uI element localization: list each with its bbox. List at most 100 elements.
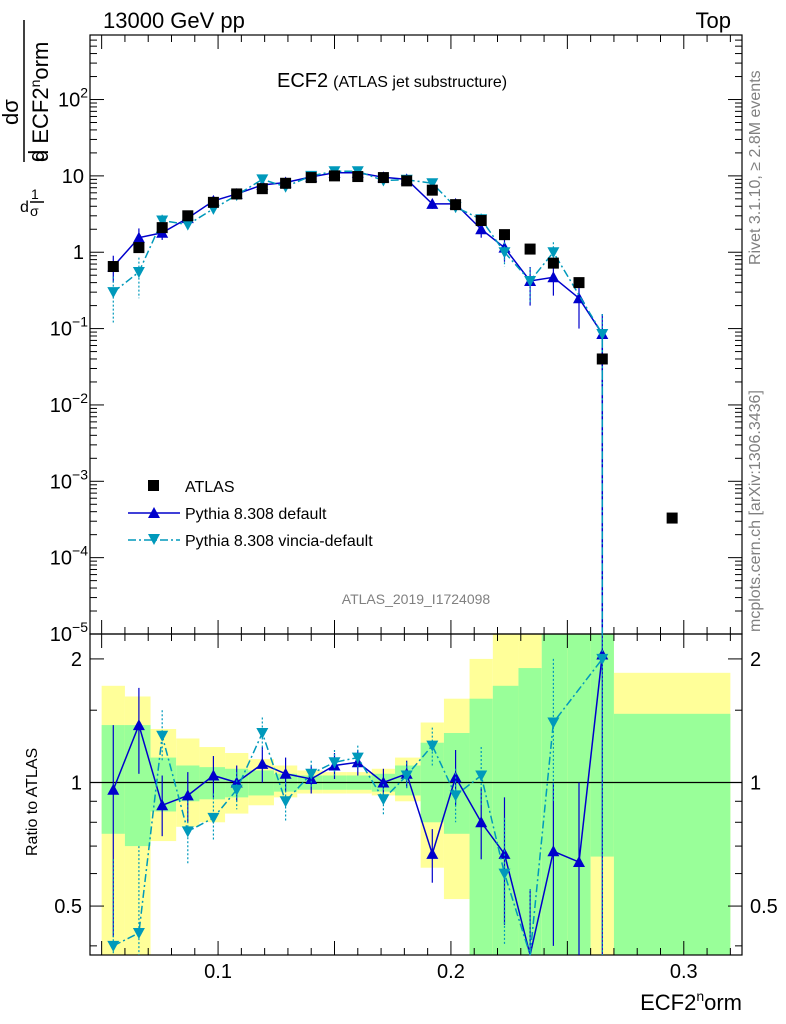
- ytick-label-top-3: 10−1: [50, 314, 88, 341]
- rpoint-default-14: [449, 771, 462, 783]
- header-tag: Top: [696, 8, 731, 33]
- rivet-label: Rivet 3.1.10, ≥ 2.8M events: [747, 70, 764, 265]
- band-green-14: [443, 732, 470, 834]
- rpoint-default-11: [377, 776, 390, 788]
- series-pythia-default: [107, 166, 609, 634]
- rpoint-default-18: [547, 845, 560, 857]
- point-vincia-17: [524, 275, 537, 287]
- point-atlas-16: [498, 229, 510, 241]
- axes-frame: [89, 34, 743, 956]
- ytick-label-bottom-left-1: 1: [71, 772, 82, 794]
- ytick-label-bottom-right-0: 2: [750, 649, 761, 671]
- rpoint-default-0: [107, 783, 120, 795]
- point-atlas-17: [524, 243, 536, 255]
- ytick-label-top-6: 10−4: [50, 543, 88, 570]
- point-atlas-21: [666, 512, 678, 524]
- point-atlas-8: [305, 172, 317, 184]
- point-atlas-20: [596, 353, 608, 365]
- rpoint-vincia-19: [596, 653, 609, 665]
- point-atlas-12: [401, 175, 413, 187]
- ylabel-den: d ECF2norm: [27, 42, 53, 162]
- ylabel-d2: d: [24, 150, 49, 162]
- band-green-17: [518, 668, 542, 955]
- legend-label-default: Pythia 8.308 default: [185, 506, 327, 523]
- ylabel-one: 1: [31, 186, 39, 202]
- point-vincia-1: [132, 267, 145, 279]
- band-green-16: [492, 685, 519, 955]
- point-vincia-3: [181, 219, 194, 231]
- bottom-panel-frame: [89, 633, 743, 956]
- point-atlas-3: [182, 210, 194, 222]
- point-atlas-4: [207, 196, 219, 208]
- point-atlas-18: [547, 257, 559, 269]
- ytick-label-bottom-right-2: 0.5: [750, 896, 778, 918]
- series-atlas: [107, 170, 678, 524]
- rpoint-vincia-8: [305, 768, 318, 780]
- rpoint-vincia-10: [351, 752, 364, 764]
- point-atlas-13: [426, 184, 438, 196]
- point-default-1: [132, 231, 145, 243]
- legend-marker-vincia: [148, 534, 160, 545]
- analysis-id: ATLAS_2019_I1724098: [342, 591, 491, 607]
- ytick-label-top-5: 10−3: [50, 466, 88, 493]
- point-atlas-0: [107, 261, 119, 273]
- source-label: mcplots.cern.ch [arXiv:1306.3436]: [747, 390, 764, 632]
- rpoint-vincia-16: [498, 868, 511, 880]
- legend: ATLAS Pythia 8.308 default Pythia 8.308 …: [128, 479, 373, 550]
- rpoint-vincia-11: [377, 794, 390, 806]
- point-vincia-6: [256, 174, 269, 186]
- ratio-bands: [101, 634, 731, 955]
- header-process: 13000 GeV pp: [103, 8, 245, 33]
- rpoint-default-6: [256, 757, 269, 769]
- ylabel-sigma: σ: [30, 203, 39, 219]
- ytick-label-bottom-left-2: 0.5: [54, 896, 82, 918]
- point-atlas-9: [329, 170, 340, 182]
- ylabel-dsigma: dσ: [0, 99, 23, 125]
- rpoint-default-1: [132, 719, 145, 731]
- point-atlas-2: [156, 222, 168, 234]
- rpoint-default-16: [498, 847, 511, 859]
- rpoint-default-4: [207, 769, 220, 781]
- series-pythia-vincia: [107, 166, 609, 634]
- point-vincia-18: [547, 247, 560, 259]
- rpoint-vincia-9: [328, 757, 341, 769]
- rpoint-vincia-6: [256, 727, 269, 739]
- point-vincia-2: [156, 215, 169, 227]
- point-atlas-1: [133, 242, 145, 254]
- rpoint-vincia-13: [426, 740, 439, 752]
- point-vincia-20: [596, 328, 609, 340]
- rpoint-vincia-2: [156, 730, 169, 742]
- point-atlas-14: [450, 199, 462, 211]
- ytick-label-top-1: 10: [62, 166, 84, 188]
- rpoint-vincia-5: [230, 784, 243, 796]
- rpoint-vincia-15: [475, 770, 488, 782]
- ytick-label-top-0: 102: [58, 85, 88, 112]
- rpoint-vincia-3: [181, 826, 194, 838]
- legend-marker-default: [148, 507, 160, 518]
- point-default-18: [547, 271, 560, 283]
- rpoint-default-7: [279, 767, 292, 779]
- point-atlas-11: [377, 172, 389, 184]
- legend-label-atlas: ATLAS: [185, 479, 235, 496]
- rpoint-vincia-1: [132, 927, 145, 939]
- rpoint-default-19: [573, 856, 585, 868]
- ytick-label-top-2: 1: [73, 242, 84, 264]
- rpoint-default-2: [156, 799, 169, 811]
- rpoint-vincia-14: [449, 790, 462, 802]
- xlabel: ECF2norm: [640, 988, 742, 1015]
- rpoint-vincia-18: [547, 717, 560, 729]
- ytick-label-top-4: 10−2: [50, 390, 88, 417]
- point-default-15: [475, 223, 488, 235]
- rpoint-vincia-12: [400, 770, 413, 782]
- legend-marker-atlas: [148, 480, 159, 491]
- point-atlas-7: [280, 177, 292, 189]
- rpoint-default-15: [475, 816, 488, 828]
- point-vincia-16: [498, 247, 511, 259]
- rpoint-vincia-7: [279, 796, 292, 808]
- band-green-21: [613, 713, 731, 955]
- rpoint-default-13: [426, 847, 439, 859]
- point-atlas-19: [573, 277, 585, 289]
- ytick-label-bottom-left-0: 2: [71, 649, 82, 671]
- point-atlas-6: [256, 183, 268, 195]
- rpoint-vincia-0: [107, 940, 120, 952]
